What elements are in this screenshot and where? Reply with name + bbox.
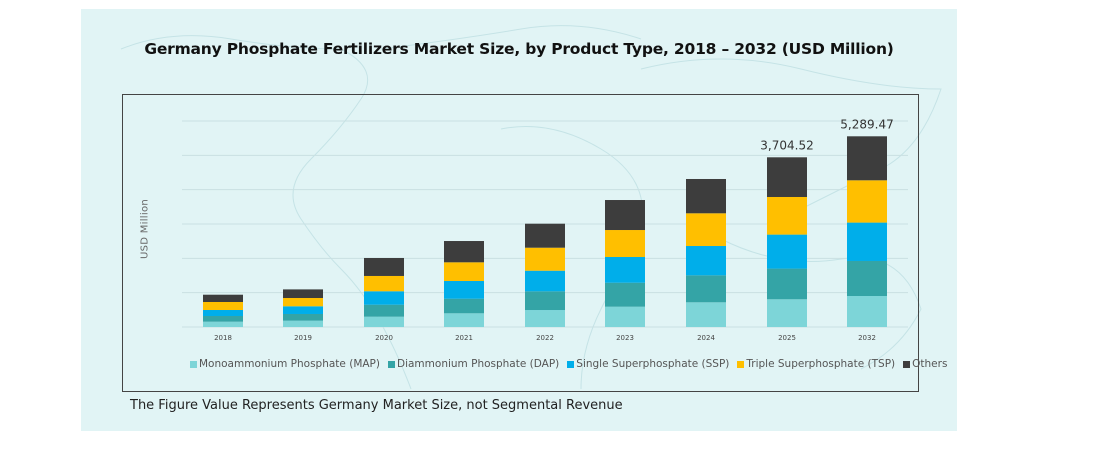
bar-segment-2022-2 xyxy=(525,270,565,292)
legend-item-3: Triple Superphosphate (TSP) xyxy=(737,358,895,370)
bar-segment-2025-4 xyxy=(767,157,807,197)
data-label-2032: 5,289.47 xyxy=(840,117,893,131)
data-labels: 3,704.52 5,289.47 xyxy=(760,117,893,152)
x-tick-label-2023: 2023 xyxy=(616,334,634,342)
bar-segment-2021-0 xyxy=(444,313,484,327)
bar-segment-2018-3 xyxy=(203,301,243,311)
legend-item-4: Others xyxy=(903,358,947,370)
bar-segment-2018-4 xyxy=(203,294,243,302)
bar-segment-2020-3 xyxy=(364,275,404,292)
bar-segment-2023-0 xyxy=(605,306,645,327)
bar-segment-2022-0 xyxy=(525,310,565,327)
bar-segment-2032-3 xyxy=(847,180,887,223)
bar-segment-2032-1 xyxy=(847,260,887,296)
legend-item-0: Monoammonium Phosphate (MAP) xyxy=(190,358,380,370)
legend-label: Diammonium Phosphate (DAP) xyxy=(397,358,560,370)
bar-segment-2025-0 xyxy=(767,299,807,327)
bar-segment-2020-1 xyxy=(364,304,404,317)
bar-segment-2019-4 xyxy=(283,289,323,299)
bar-segment-2020-4 xyxy=(364,257,404,276)
legend-item-1: Diammonium Phosphate (DAP) xyxy=(388,358,559,370)
legend-swatch xyxy=(190,360,197,368)
bar-segment-2024-3 xyxy=(686,213,726,247)
bar-segment-2032-0 xyxy=(847,295,887,327)
bar-segment-2025-3 xyxy=(767,196,807,235)
legend-item-2: Single Superphosphate (SSP) xyxy=(567,358,729,370)
legend-swatch xyxy=(737,360,745,368)
x-tick-label-2019: 2019 xyxy=(294,334,312,342)
bar-segment-2018-1 xyxy=(203,316,243,322)
bar-segment-2018-2 xyxy=(203,310,243,317)
legend-label: Triple Superphosphate (TSP) xyxy=(746,358,896,370)
bar-segment-2020-2 xyxy=(364,291,404,305)
bar-segment-2024-0 xyxy=(686,302,726,327)
bar-segment-2032-2 xyxy=(847,222,887,261)
bar-segment-2024-4 xyxy=(686,178,726,214)
bar-segment-2032-4 xyxy=(847,136,887,181)
bar-segment-2025-1 xyxy=(767,268,807,300)
legend-label: Single Superphosphate (SSP) xyxy=(576,358,730,370)
bar-segment-2025-2 xyxy=(767,234,807,269)
legend-swatch xyxy=(388,360,395,368)
data-label-2025: 3,704.52 xyxy=(760,138,813,152)
bar-segment-2019-0 xyxy=(283,320,323,327)
legend-swatch xyxy=(903,360,911,368)
bar-segment-2019-1 xyxy=(283,313,323,321)
x-tick-label-2021: 2021 xyxy=(455,334,473,342)
x-tick-label-2018: 2018 xyxy=(214,334,232,342)
y-axis-label: USD Million xyxy=(139,198,151,260)
x-tick-label-2024: 2024 xyxy=(697,334,715,342)
legend-swatch xyxy=(567,360,575,368)
footnote: The Figure Value Represents Germany Mark… xyxy=(130,398,623,413)
bar-segment-2022-4 xyxy=(525,223,565,248)
bar-segment-2021-2 xyxy=(444,281,484,299)
x-tick-label-2032: 2032 xyxy=(858,334,876,342)
x-tick-label-2022: 2022 xyxy=(536,334,554,342)
bar-segment-2023-3 xyxy=(605,230,645,258)
bar-segment-2023-4 xyxy=(605,200,645,231)
bar-segment-2023-1 xyxy=(605,282,645,307)
bar-segment-2019-3 xyxy=(283,298,323,307)
legend-label: Monoammonium Phosphate (MAP) xyxy=(199,358,380,370)
bar-segment-2024-1 xyxy=(686,275,726,303)
bar-segment-2019-2 xyxy=(283,306,323,314)
chart-panel xyxy=(81,9,957,431)
bars xyxy=(203,136,887,327)
bar-segment-2021-4 xyxy=(444,241,484,263)
x-tick-labels: 2018 2019 2020 2021 2022 2023 2024 2025 2032 xyxy=(214,334,876,342)
bar-segment-2022-3 xyxy=(525,247,565,271)
bar-segment-2021-3 xyxy=(444,262,484,282)
chart-frame xyxy=(122,94,919,392)
x-tick-label-2025: 2025 xyxy=(778,334,796,342)
chart-title: Germany Phosphate Fertilizers Market Siz… xyxy=(144,40,894,58)
bar-segment-2021-1 xyxy=(444,298,484,314)
bar-segment-2023-2 xyxy=(605,257,645,283)
x-tick-label-2020: 2020 xyxy=(375,334,393,342)
bar-segment-2024-2 xyxy=(686,246,726,276)
legend-label: Others xyxy=(912,358,948,370)
bar-segment-2022-1 xyxy=(525,291,565,311)
bar-segment-2020-0 xyxy=(364,316,404,327)
legend: Monoammonium Phosphate (MAP) Diammonium P… xyxy=(190,358,947,370)
bar-segment-2018-0 xyxy=(203,321,243,327)
